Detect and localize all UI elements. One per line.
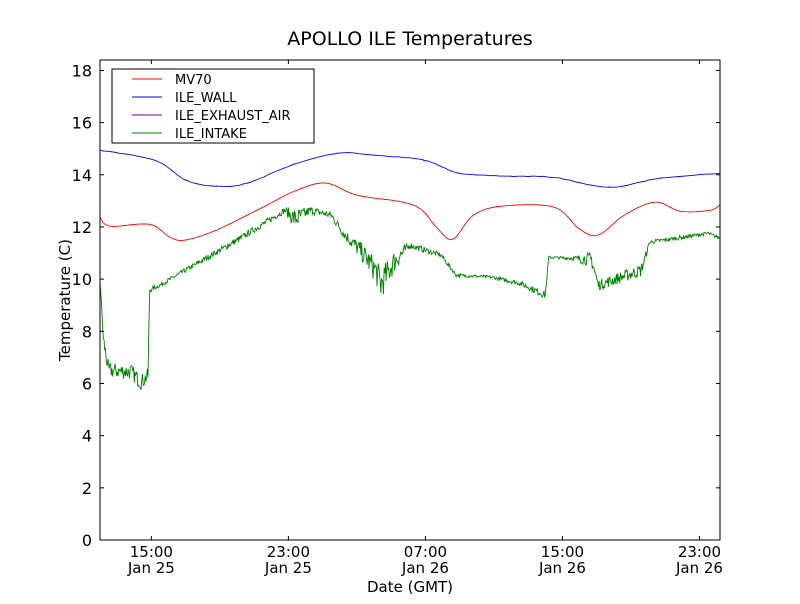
plot-frame (99, 59, 721, 541)
legend-label: MV70 (175, 73, 212, 88)
legend: MV70 ILE_WALL ILE_EXHAUST_AIR ILE_INTAKE (111, 68, 315, 144)
x-tick-label-time: 07:00 (404, 543, 447, 561)
y-tick-label: 2 (82, 479, 92, 498)
x-tick-label-time: 23:00 (678, 543, 721, 561)
series-layer (99, 149, 721, 391)
x-tick-label-date: Jan 26 (401, 559, 449, 577)
legend-label: ILE_INTAKE (175, 127, 247, 142)
y-tick-label: 14 (72, 166, 92, 185)
x-tick-label-time: 15:00 (130, 543, 173, 561)
y-tick-label: 0 (82, 531, 92, 550)
y-axis: 0 2 4 6 8 10 12 14 16 18 (72, 61, 720, 550)
series-line-ile-intake (99, 206, 721, 391)
series-line-ile-wall (99, 149, 721, 188)
legend-label: ILE_EXHAUST_AIR (175, 109, 291, 124)
chart-title: APOLLO ILE Temperatures (287, 28, 532, 50)
y-tick-label: 4 (82, 427, 92, 446)
y-tick-label: 10 (72, 270, 92, 289)
y-tick-label: 12 (72, 218, 92, 237)
y-tick-label: 18 (72, 61, 92, 80)
y-tick-label: 6 (82, 374, 92, 393)
series-line-mv70 (99, 182, 721, 241)
y-axis-label: Temperature (C) (56, 239, 74, 362)
y-tick-label: 16 (72, 114, 92, 133)
x-tick-label-date: Jan 26 (538, 559, 586, 577)
x-tick-label-date: Jan 26 (675, 559, 723, 577)
x-tick-label-date: Jan 25 (127, 559, 175, 577)
x-tick-label-time: 15:00 (541, 543, 584, 561)
legend-label: ILE_WALL (175, 91, 237, 106)
y-tick-label: 8 (82, 322, 92, 341)
x-tick-label-date: Jan 25 (264, 559, 312, 577)
x-axis-label: Date (GMT) (367, 578, 453, 596)
legend-box (111, 68, 315, 144)
x-tick-label-time: 23:00 (267, 543, 310, 561)
